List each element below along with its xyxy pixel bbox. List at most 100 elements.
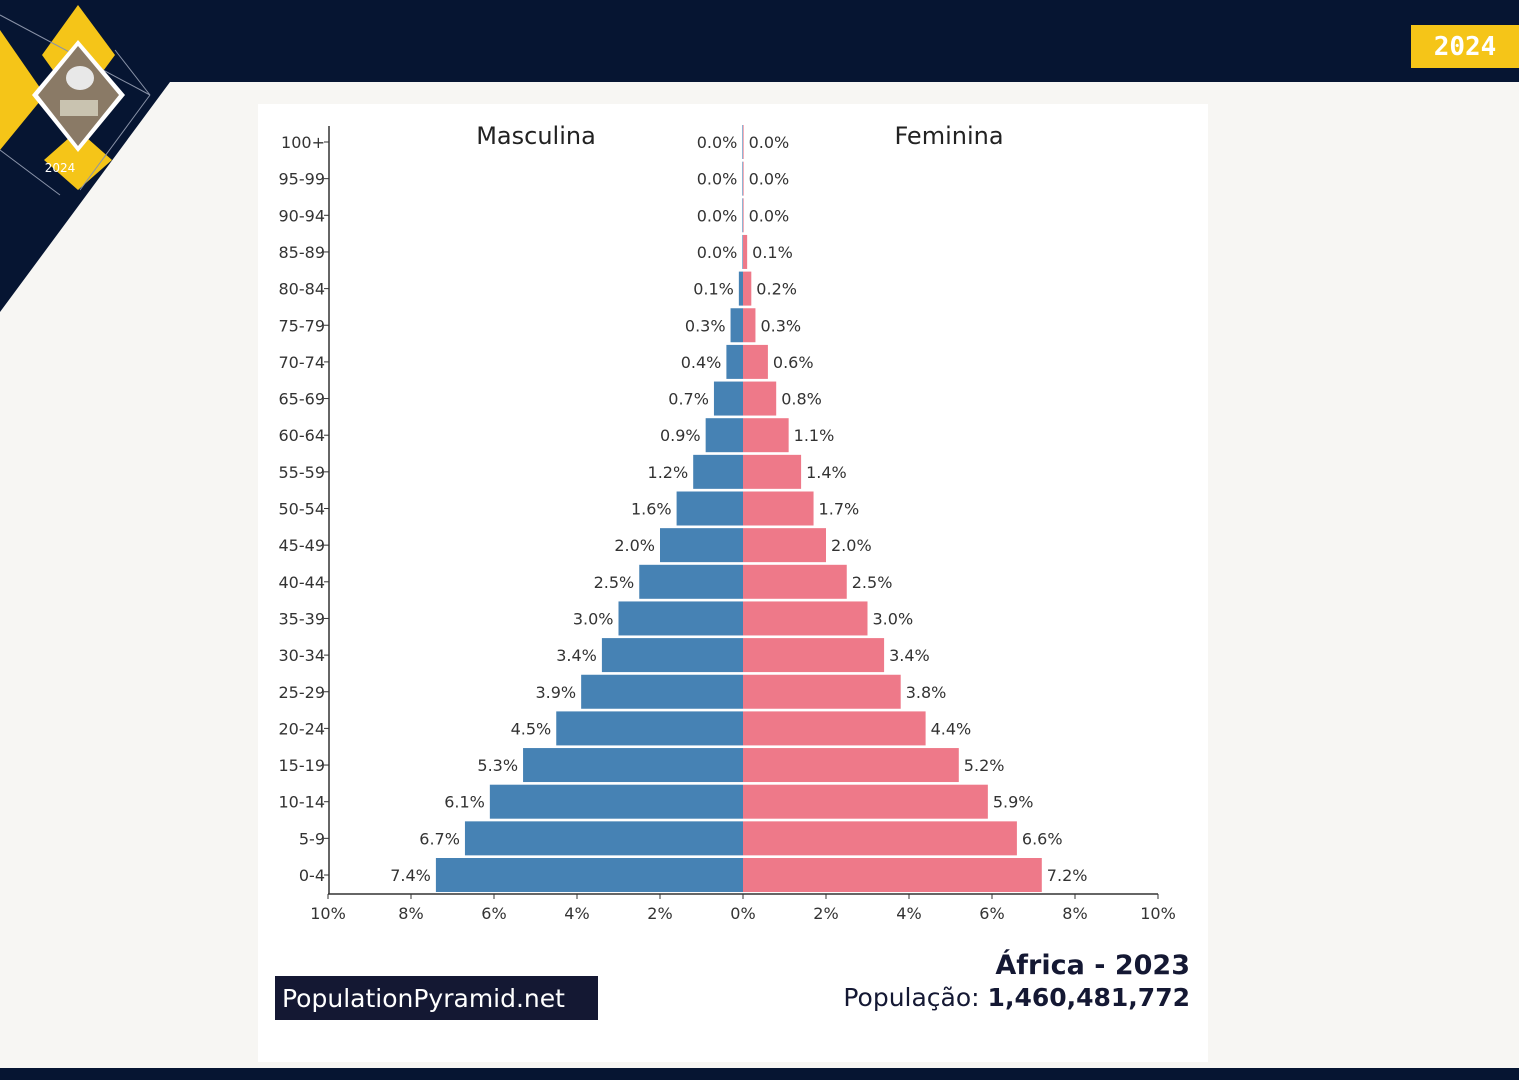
label-male-75-79: 0.3% [685,316,726,335]
x-tick-label: 6% [979,904,1004,923]
y-tick-95-99: 95-99 [279,170,326,189]
label-female-100+: 0.0% [749,133,790,152]
label-female-85-89: 0.1% [752,243,793,262]
legend-male: Masculina [476,122,596,150]
y-tick-80-84: 80-84 [279,280,326,299]
label-male-50-54: 1.6% [631,500,672,519]
bar-male-5-9 [464,821,743,856]
label-male-90-94: 0.0% [697,206,738,225]
label-male-0-4: 7.4% [390,866,431,885]
bar-female-75-79 [743,308,756,343]
y-tick-55-59: 55-59 [279,463,326,482]
label-male-95-99: 0.0% [697,170,738,189]
label-male-30-34: 3.4% [556,646,597,665]
y-tick-0-4: 0-4 [299,866,325,885]
y-tick-50-54: 50-54 [279,500,326,519]
y-tick-85-89: 85-89 [279,243,326,262]
bar-female-85-89 [743,234,748,269]
bar-male-35-39 [618,601,743,636]
bar-male-55-59 [693,454,743,489]
x-tick-label: 10% [1140,904,1176,923]
x-tick-label: 0% [730,904,755,923]
bar-male-20-24 [556,711,743,746]
x-tick-label: 8% [1062,904,1087,923]
bar-male-90-94 [742,198,743,233]
label-male-80-84: 0.1% [693,280,734,299]
logo-photo [32,40,125,152]
y-tick-65-69: 65-69 [279,390,326,409]
label-male-70-74: 0.4% [681,353,722,372]
label-male-5-9: 6.7% [419,829,460,848]
logo-year: 2024 [45,161,76,175]
bar-female-95-99 [743,161,744,196]
bar-female-50-54 [743,491,814,526]
label-female-65-69: 0.8% [781,390,822,409]
x-tick-label: 2% [813,904,838,923]
bar-male-70-74 [726,344,743,379]
label-female-95-99: 0.0% [749,170,790,189]
bar-female-100+ [743,125,744,159]
x-tick-label: 6% [481,904,506,923]
label-female-20-24: 4.4% [931,719,972,738]
bar-female-30-34 [743,638,885,673]
bar-female-65-69 [743,381,777,416]
label-male-40-44: 2.5% [594,573,635,592]
y-tick-70-74: 70-74 [279,353,326,372]
label-female-80-84: 0.2% [756,280,797,299]
label-female-30-34: 3.4% [889,646,930,665]
y-tick-15-19: 15-19 [279,756,326,775]
chart-title-block: África - 2023 População: 1,460,481,772 [843,950,1190,1012]
label-female-10-14: 5.9% [993,793,1034,812]
label-female-45-49: 2.0% [831,536,872,555]
population: População: 1,460,481,772 [843,983,1190,1012]
label-male-65-69: 0.7% [668,390,709,409]
label-male-20-24: 4.5% [511,719,552,738]
region-year: África - 2023 [995,950,1190,981]
y-tick-5-9: 5-9 [299,829,325,848]
label-female-0-4: 7.2% [1047,866,1088,885]
label-male-15-19: 5.3% [477,756,518,775]
y-tick-30-34: 30-34 [279,646,326,665]
bar-female-40-44 [743,564,847,599]
population-label: População: [843,983,980,1012]
brand-label: PopulationPyramid.net [275,976,598,1020]
population-value: 1,460,481,772 [987,983,1190,1012]
bar-female-10-14 [743,784,988,819]
label-female-50-54: 1.7% [819,500,860,519]
label-female-70-74: 0.6% [773,353,814,372]
label-female-35-39: 3.0% [873,609,914,628]
bar-male-45-49 [660,528,743,563]
bar-male-15-19 [523,748,743,783]
bar-female-45-49 [743,528,826,563]
y-tick-90-94: 90-94 [279,206,326,225]
x-tick-label: 2% [647,904,672,923]
bar-female-80-84 [743,271,752,306]
label-female-40-44: 2.5% [852,573,893,592]
y-tick-35-39: 35-39 [279,609,326,628]
bar-male-75-79 [730,308,743,343]
bar-male-25-29 [581,674,743,709]
bar-male-50-54 [676,491,743,526]
y-tick-20-24: 20-24 [279,719,326,738]
label-female-90-94: 0.0% [749,206,790,225]
population-pyramid-panel: Masculina Feminina 7.4% 7.2% 0-4 6.7% 6.6% 5-… [258,104,1208,1062]
bar-female-60-64 [743,418,789,453]
bar-male-60-64 [705,418,743,453]
bar-female-55-59 [743,454,802,489]
label-female-55-59: 1.4% [806,463,847,482]
bar-male-85-89 [742,234,743,269]
bar-female-15-19 [743,748,959,783]
label-female-75-79: 0.3% [760,316,801,335]
bar-male-95-99 [742,161,743,196]
population-pyramid-chart: Masculina Feminina 7.4% 7.2% 0-4 6.7% 6.6% 5-… [279,122,1176,923]
bar-male-40-44 [639,564,743,599]
y-tick-10-14: 10-14 [279,793,326,812]
year-badge: 2024 [1411,25,1519,68]
bar-male-65-69 [713,381,743,416]
y-tick-25-29: 25-29 [279,683,326,702]
bar-female-5-9 [743,821,1017,856]
bar-female-35-39 [743,601,868,636]
bar-female-90-94 [743,198,744,233]
label-female-15-19: 5.2% [964,756,1005,775]
bar-male-100+ [742,125,743,159]
